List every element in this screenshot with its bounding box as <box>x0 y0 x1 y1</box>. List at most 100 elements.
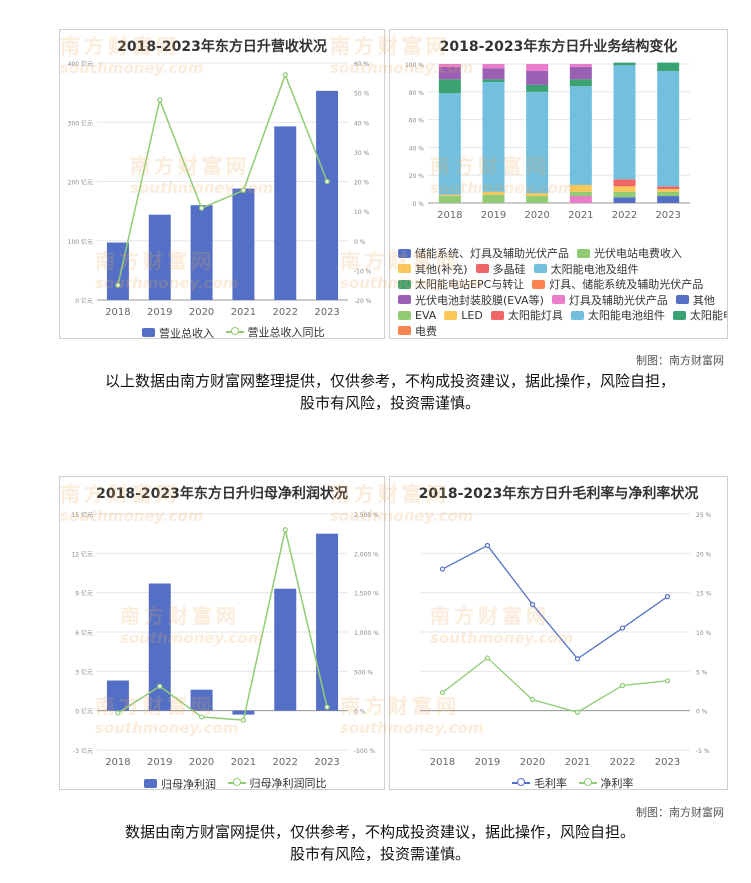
net-profit-y-left-tick: 9 亿元 <box>75 590 93 598</box>
margin-series-point <box>619 682 626 689</box>
structure-legend-item[interactable]: 太阳能电池组件 <box>570 307 665 323</box>
legend-label: 太阳能电站 <box>689 309 727 322</box>
revenue-chart-svg: 0 亿元 100 亿元 200 亿元 300 亿元 400 亿元 -20 % -10 % 0 … <box>68 60 372 318</box>
legend-item-net-margin[interactable]: 净利率 <box>578 775 634 789</box>
chart-maker-credit-1: 制图：南方财富网 <box>636 354 724 367</box>
net-profit-y-right-tick: 0 % <box>354 709 366 716</box>
revenue-bar <box>190 205 213 300</box>
net-profit-y-right-tick: 2,000 % <box>354 551 379 558</box>
legend-swatch <box>551 295 565 304</box>
structure-legend-item[interactable]: 电费 <box>398 323 437 339</box>
net-profit-bar <box>274 588 297 711</box>
structure-bar-segment <box>438 93 461 195</box>
margin-y-tick: 5 % <box>696 669 708 676</box>
net-profit-line-point <box>198 714 205 720</box>
net-profit-y-right-tick: -500 % <box>354 748 376 755</box>
structure-legend-item[interactable]: 其他(补充) <box>398 261 468 277</box>
legend-swatch <box>398 326 411 335</box>
legend-swatch <box>490 310 504 320</box>
margin-x-tick: 2018 <box>430 757 455 768</box>
margin-series-point <box>529 601 536 608</box>
revenue-line-point <box>157 97 163 103</box>
revenue-x-tick: 2023 <box>314 307 339 318</box>
revenue-y-right-tick: -20 % <box>354 298 372 305</box>
margin-y-tick: 15 % <box>696 591 712 598</box>
net-profit-panel: -3 亿元 0 亿元 3 亿元 6 亿元 9 亿元 12 亿元 15 亿元 -500 % 0 %… <box>59 476 385 790</box>
structure-legend-item[interactable]: 多晶硅 <box>475 261 526 277</box>
margin-y-tick: 20 % <box>696 551 712 558</box>
structure-x-tick: 2020 <box>524 210 549 221</box>
net-profit-title: 2018-2023年东方日升归母净利润状况 <box>96 486 348 502</box>
net-profit-line-point <box>324 704 330 710</box>
structure-bar-segment <box>482 79 505 83</box>
structure-bar-segment <box>526 64 549 71</box>
structure-legend-item[interactable]: EVA <box>398 309 436 322</box>
net-profit-legend: 归母净利润 归母净利润同比 <box>144 775 335 789</box>
margin-series-point <box>439 566 446 572</box>
structure-legend-item[interactable]: 太阳能电站 <box>672 307 727 323</box>
margin-x-tick: 2020 <box>520 757 545 768</box>
margin-series-point <box>529 697 536 703</box>
structure-legend-item[interactable]: 光伏电池封装胶膜(EVA等) <box>398 292 544 308</box>
margin-y-tick: 0 % <box>696 709 708 716</box>
margin-title: 2018-2023年东方日升毛利率与净利率状况 <box>418 486 699 502</box>
net-profit-bar <box>232 710 255 715</box>
legend-item-revenue[interactable]: 营业总收入 <box>142 325 214 338</box>
structure-legend-item[interactable]: 储能系统、灯具及辅助光伏产品 <box>398 245 569 261</box>
revenue-line-point <box>324 178 330 185</box>
structure-y-tick: 80 % <box>409 90 425 97</box>
legend-label: 电费 <box>415 324 437 338</box>
margin-series-point <box>484 542 491 549</box>
structure-bar-segment <box>569 64 592 67</box>
structure-bar-segment <box>526 84 549 92</box>
net-profit-y-left-tick: 12 亿元 <box>71 550 93 558</box>
legend-label: 储能系统、灯具及辅助光伏产品 <box>415 247 569 260</box>
chart-maker-credit-2: 制图：南方财富网 <box>636 806 724 819</box>
legend-swatch <box>475 264 489 273</box>
structure-bar-segment <box>657 186 680 190</box>
structure-x-tick: 2022 <box>612 210 637 221</box>
net-profit-x-tick: 2023 <box>314 757 339 768</box>
net-profit-y-right-tick: 1,500 % <box>354 591 379 598</box>
structure-legend-item[interactable]: 其他 <box>675 292 715 308</box>
net-profit-y-left-tick: 0 亿元 <box>75 708 93 716</box>
structure-legend-item[interactable]: 太阳能电站EPC与转让 <box>398 276 524 292</box>
legend-label: 灯具及辅助光伏产品 <box>568 293 668 307</box>
legend-item-revenue-yoy[interactable]: 营业总收入同比 <box>225 324 325 338</box>
margin-series-line <box>442 544 668 660</box>
structure-legend-item[interactable]: 太阳能灯具 <box>490 307 563 323</box>
structure-bar-segment <box>657 191 680 197</box>
net-profit-x-tick: 2021 <box>231 757 256 768</box>
net-profit-y-left-tick: 6 亿元 <box>75 629 93 637</box>
revenue-y-left-tick: 400 亿元 <box>68 60 93 68</box>
margin-x-tick: 2019 <box>475 757 500 768</box>
structure-legend-item[interactable]: 光伏电站电费收入 <box>577 245 682 261</box>
revenue-y-left-tick: 300 亿元 <box>68 119 93 127</box>
business-structure-svg: 0 % 20 % 40 % 60 % 80 % 100 % 2018 2019 2020 2021… <box>405 62 690 221</box>
margin-y-tick: 10 % <box>696 630 712 637</box>
legend-item-net-profit[interactable]: 归母净利润 <box>144 776 216 789</box>
legend-item-net-profit-yoy[interactable]: 归母净利润同比 <box>227 775 327 789</box>
margin-y-tick: -5 % <box>696 748 710 755</box>
revenue-y-right-tick: -10 % <box>354 268 372 275</box>
legend-swatch <box>398 295 411 304</box>
net-profit-line-point <box>115 710 121 716</box>
net-profit-y-right-tick: 2,500 % <box>354 512 379 519</box>
structure-legend-item[interactable]: LED <box>444 309 483 322</box>
structure-legend-item[interactable]: 太阳能电池及组件 <box>533 261 639 277</box>
structure-bar-segment <box>613 179 636 187</box>
structure-bar-segment <box>569 79 592 87</box>
legend-swatch <box>444 310 458 320</box>
business-structure-panel: 0 % 20 % 40 % 60 % 80 % 100 % 2018 2019 2020 2021… <box>389 29 728 339</box>
structure-legend-item[interactable]: 灯具、储能系统及辅助光伏产品 <box>532 276 703 292</box>
structure-bar-segment <box>613 62 636 66</box>
net-profit-x-tick: 2022 <box>273 757 298 768</box>
legend-item-gross-margin[interactable]: 毛利率 <box>512 775 567 789</box>
structure-y-tick: 20 % <box>409 173 425 180</box>
structure-legend-item[interactable]: 灯具及辅助光伏产品 <box>551 292 668 308</box>
legend-label: 其他 <box>692 293 715 307</box>
margin-series-line <box>442 657 668 713</box>
legend-label: 灯具、储能系统及辅助光伏产品 <box>549 278 704 291</box>
revenue-line-point <box>198 205 205 211</box>
margin-legend: 毛利率 净利率 <box>512 775 642 789</box>
